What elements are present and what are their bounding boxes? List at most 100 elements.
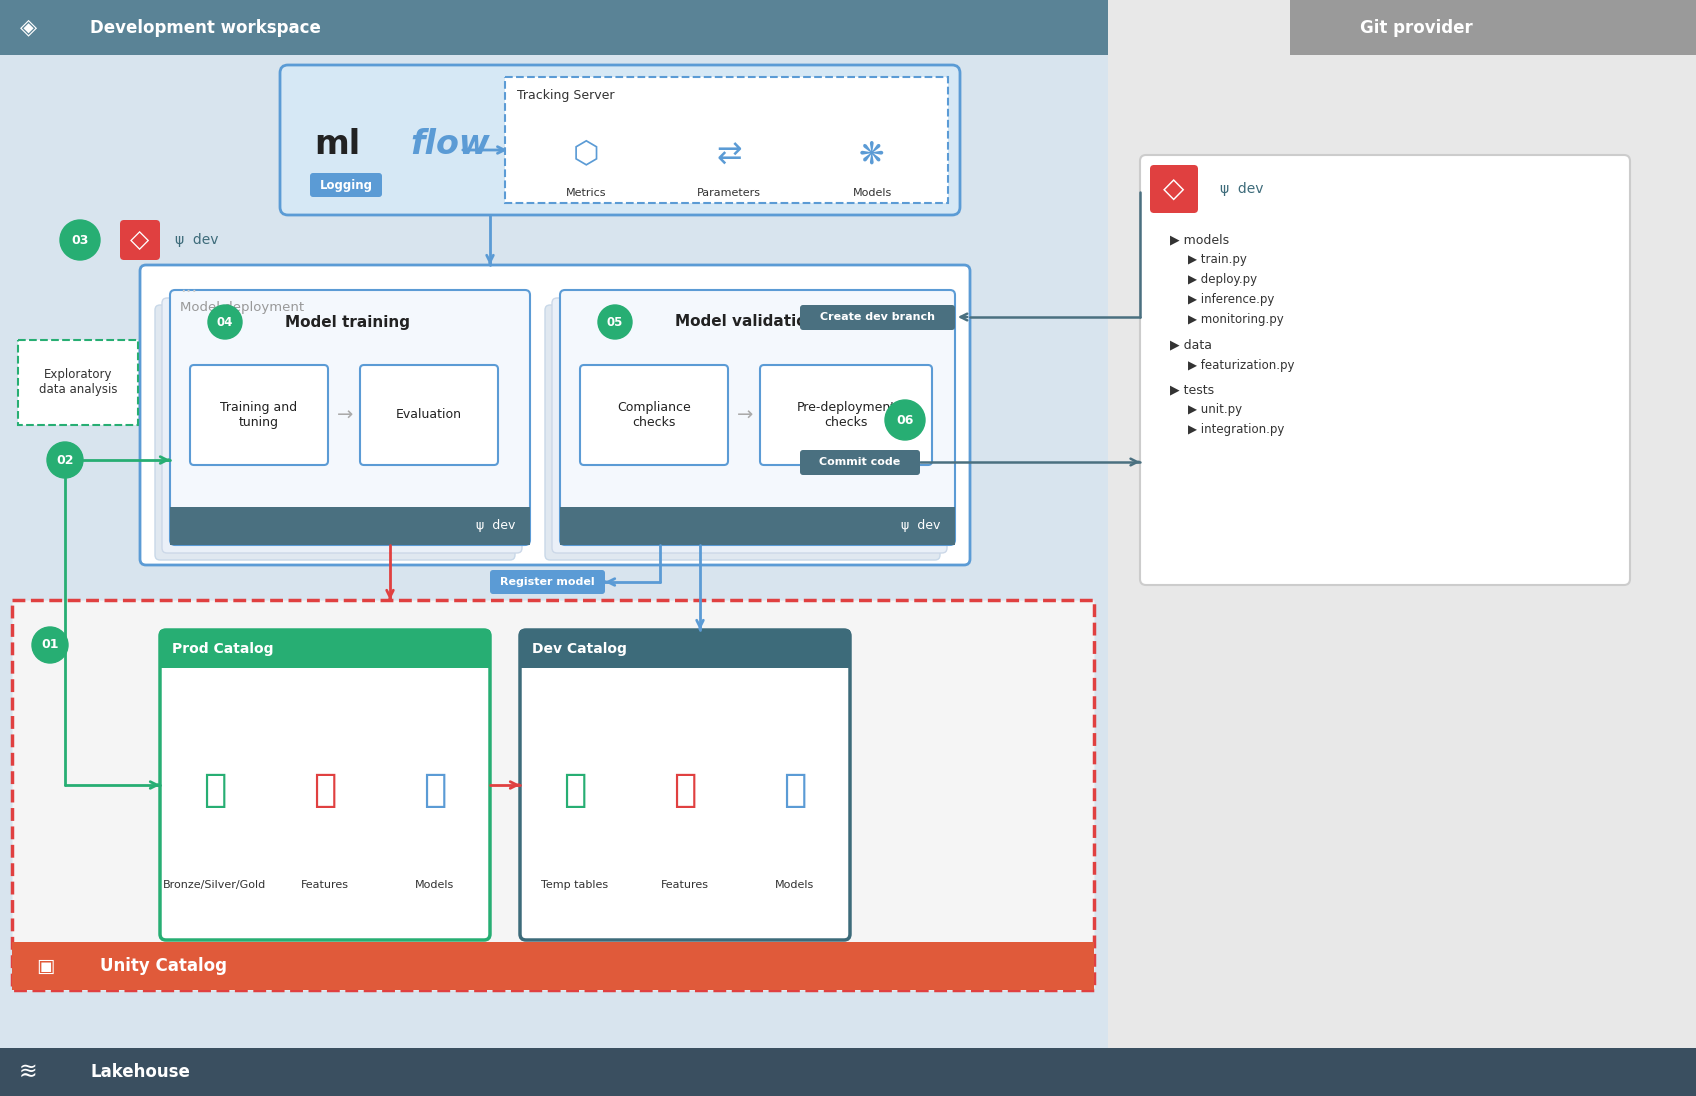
Text: 🕸: 🕸 [424,770,446,809]
Text: ⇄: ⇄ [716,140,741,170]
Text: Tracking Server: Tracking Server [517,89,614,102]
Text: 04: 04 [217,316,232,329]
FancyBboxPatch shape [801,305,955,330]
Text: ▶ train.py: ▶ train.py [1187,253,1247,266]
Circle shape [47,442,83,478]
Text: ◇: ◇ [131,228,149,252]
Text: ⬡: ⬡ [573,140,599,170]
Text: Models: Models [853,189,892,198]
Text: 05: 05 [607,316,622,329]
Text: Model training: Model training [285,315,410,330]
FancyBboxPatch shape [159,630,490,940]
Text: ▶ integration.py: ▶ integration.py [1187,423,1284,436]
Text: Parameters: Parameters [697,189,762,198]
Text: Features: Features [661,880,709,890]
Bar [521,630,850,667]
Text: Metrics: Metrics [566,189,605,198]
Text: ▶ models: ▶ models [1170,233,1230,247]
Text: Exploratory
data analysis: Exploratory data analysis [39,368,117,396]
Text: Pre-deployment
checks: Pre-deployment checks [797,401,895,429]
Text: ml: ml [314,128,360,161]
Text: Git provider: Git provider [1360,19,1472,37]
Bar [1291,0,1696,55]
Text: Compliance
checks: Compliance checks [617,401,690,429]
FancyBboxPatch shape [170,290,529,545]
FancyBboxPatch shape [280,65,960,215]
Text: ψ  dev: ψ dev [475,520,516,533]
Text: ▶ unit.py: ▶ unit.py [1187,403,1241,416]
Text: 🗄: 🗄 [204,770,227,809]
Text: 01: 01 [41,639,59,651]
Text: ❋: ❋ [860,140,885,170]
Text: ...: ... [180,278,197,296]
FancyBboxPatch shape [521,630,850,940]
Circle shape [32,627,68,663]
FancyBboxPatch shape [154,305,516,560]
Text: ψ  dev: ψ dev [901,520,940,533]
Bar [0,1048,1696,1096]
Text: Model deployment: Model deployment [180,300,304,313]
Text: Logging: Logging [319,179,373,192]
Text: Bronze/Silver/Gold: Bronze/Silver/Gold [163,880,266,890]
FancyBboxPatch shape [120,220,159,260]
Text: flow: flow [410,128,490,161]
Text: 🗄: 🗄 [673,770,697,809]
Bar [1107,0,1696,1096]
Text: ▶ monitoring.py: ▶ monitoring.py [1187,313,1284,327]
Text: Development workspace: Development workspace [90,19,321,37]
Circle shape [885,400,924,439]
FancyBboxPatch shape [1150,165,1197,213]
Text: Unity Catalog: Unity Catalog [100,957,227,975]
FancyBboxPatch shape [560,290,955,545]
Text: 06: 06 [895,413,914,426]
FancyBboxPatch shape [141,265,970,566]
Text: ▶ inference.py: ▶ inference.py [1187,294,1274,307]
Bar [12,600,1094,990]
FancyBboxPatch shape [1140,155,1630,585]
FancyBboxPatch shape [310,173,382,197]
Bar [0,0,1107,1096]
Text: ψ  dev: ψ dev [175,233,219,247]
Text: 🕸: 🕸 [784,770,807,809]
FancyBboxPatch shape [760,365,933,465]
Text: Register model: Register model [500,576,594,587]
Text: Dev Catalog: Dev Catalog [533,642,628,657]
Circle shape [599,305,633,339]
Text: ≋: ≋ [19,1062,37,1082]
FancyBboxPatch shape [360,365,499,465]
Bar [505,77,948,203]
Text: Create dev branch: Create dev branch [819,312,934,322]
FancyBboxPatch shape [544,305,940,560]
Text: Models: Models [416,880,455,890]
Text: Temp tables: Temp tables [541,880,609,890]
FancyBboxPatch shape [551,298,946,553]
FancyBboxPatch shape [163,298,522,553]
Text: ◈: ◈ [19,18,37,37]
FancyBboxPatch shape [490,570,605,594]
Text: 02: 02 [56,454,73,467]
Text: Evaluation: Evaluation [395,409,461,422]
Text: 🗄: 🗄 [314,770,338,809]
Text: 03: 03 [71,233,88,247]
Text: Models: Models [775,880,814,890]
Text: 🗄: 🗄 [563,770,587,809]
Circle shape [209,305,243,339]
Text: →: → [338,406,353,424]
Text: Features: Features [300,880,349,890]
Bar [0,0,1107,55]
Bar [560,507,955,545]
Text: Model validation: Model validation [675,315,817,330]
FancyBboxPatch shape [580,365,728,465]
Text: Lakehouse: Lakehouse [90,1063,190,1081]
Text: Commit code: Commit code [819,457,901,467]
FancyBboxPatch shape [801,450,919,475]
Text: ▣: ▣ [36,957,54,975]
Text: ▶ deploy.py: ▶ deploy.py [1187,274,1257,286]
Text: ▶ data: ▶ data [1170,339,1213,352]
Text: ◇: ◇ [1163,175,1186,203]
Bar [170,507,529,545]
Text: →: → [736,406,753,424]
Text: ψ  dev: ψ dev [1219,182,1264,196]
Text: Training and
tuning: Training and tuning [220,401,297,429]
Text: Prod Catalog: Prod Catalog [171,642,273,657]
